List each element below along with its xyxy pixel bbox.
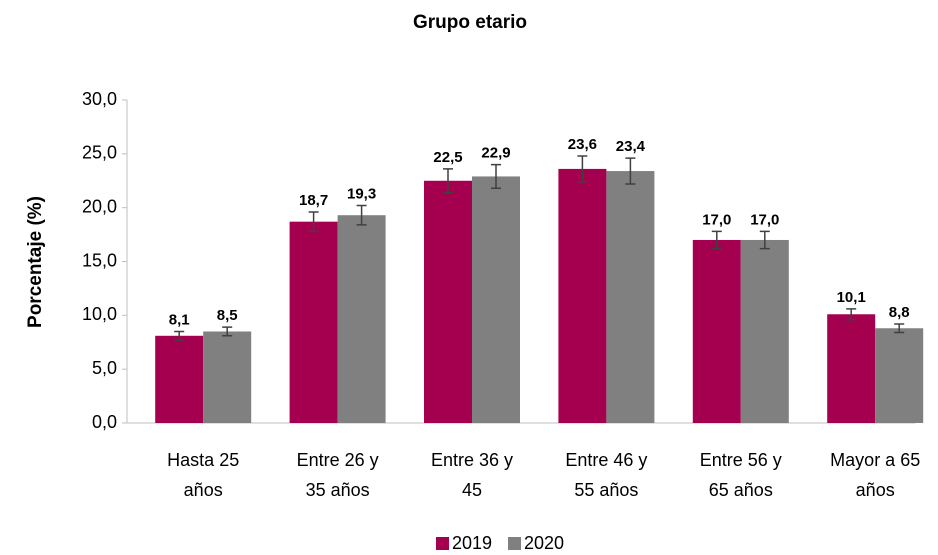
error-bar <box>356 204 367 226</box>
bar <box>424 180 472 423</box>
error-bar <box>222 326 233 337</box>
data-label: 8,1 <box>169 311 190 328</box>
data-label: 23,6 <box>568 136 597 153</box>
bar <box>875 328 924 423</box>
bar <box>155 335 204 423</box>
bar <box>337 215 386 423</box>
data-label: 19,3 <box>347 185 376 202</box>
bar <box>740 239 789 423</box>
bar <box>606 171 655 423</box>
bar <box>472 176 520 423</box>
error-bar <box>491 163 501 190</box>
error-bar <box>577 155 588 183</box>
x-tick-label: Entre 56 y 65 años <box>700 450 782 500</box>
error-bar <box>759 230 770 250</box>
data-label: 17,0 <box>702 211 731 228</box>
data-label: 22,5 <box>433 149 462 166</box>
legend-swatch <box>436 537 449 550</box>
data-label: 10,1 <box>837 289 866 306</box>
y-tick-label: 20,0 <box>82 196 117 216</box>
y-tick-label: 25,0 <box>82 143 117 163</box>
data-label: 17,0 <box>750 211 779 228</box>
data-label: 8,8 <box>889 304 910 321</box>
x-tick-label: Entre 36 y 45 <box>431 450 513 500</box>
bar <box>558 168 607 423</box>
legend-swatch <box>508 537 521 550</box>
error-bar <box>308 211 319 233</box>
y-tick-label: 10,0 <box>82 304 117 324</box>
y-tick-label: 30,0 <box>82 89 117 109</box>
legend-label: 2019 <box>452 533 492 553</box>
x-tick-label: Entre 46 y 55 años <box>565 450 647 500</box>
error-bar <box>894 323 905 334</box>
x-tick-label: Hasta 25 años <box>167 450 239 500</box>
error-bar <box>174 330 185 341</box>
x-tick-label: Mayor a 65 años <box>830 450 920 500</box>
x-tick-label: Entre 26 y 35 años <box>297 450 379 500</box>
y-tick-label: 15,0 <box>82 250 117 270</box>
bar <box>827 314 876 423</box>
chart-title: Grupo etario <box>413 12 527 33</box>
legend-label: 2020 <box>524 533 564 553</box>
error-bar <box>443 168 453 194</box>
y-axis-label: Porcentaje (%) <box>25 196 46 328</box>
y-tick-label: 0,0 <box>92 412 117 432</box>
bar <box>203 331 252 423</box>
error-bar <box>846 308 857 321</box>
error-bar <box>625 157 636 185</box>
bar <box>289 221 338 423</box>
data-label: 18,7 <box>299 192 328 209</box>
data-label: 22,9 <box>481 145 510 162</box>
error-bar <box>711 230 722 250</box>
data-label: 23,4 <box>616 138 646 155</box>
data-label: 8,5 <box>217 307 238 324</box>
y-tick-label: 5,0 <box>92 358 117 378</box>
bar <box>692 239 741 423</box>
